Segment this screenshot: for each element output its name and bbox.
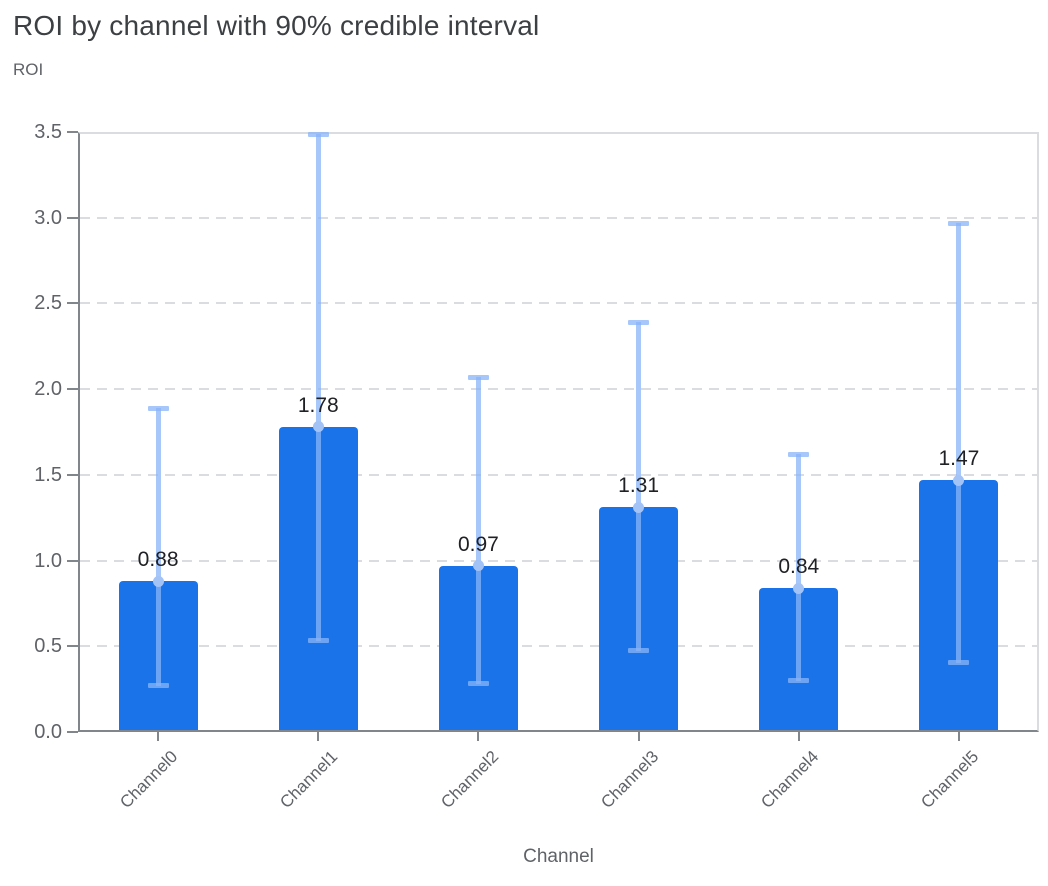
gridline	[80, 645, 1037, 648]
error-bar-line	[315, 133, 321, 642]
error-bar-line	[155, 408, 161, 686]
y-tick-mark	[67, 131, 78, 133]
error-bar-cap-upper	[948, 220, 970, 226]
x-tick-label-channel5: Channel5	[917, 747, 983, 812]
x-tick-label-channel2: Channel2	[436, 747, 502, 812]
bar-value-label: 0.84	[778, 555, 820, 578]
chart-title: ROI by channel with 90% credible interva…	[13, 10, 540, 41]
error-bar-cap-upper	[628, 320, 650, 326]
y-tick-mark	[67, 559, 78, 562]
bar-value-label: 1.31	[618, 474, 660, 498]
x-tick-label-channel0: Channel0	[116, 747, 182, 812]
error-bar-cap-lower	[788, 677, 810, 683]
mean-dot	[312, 421, 324, 433]
y-tick-mark	[67, 216, 78, 219]
y-tick-label: 1.0	[34, 549, 62, 572]
y-tick-label: 2.0	[34, 378, 62, 401]
error-bar-line	[796, 454, 802, 681]
error-bar-cap-lower	[628, 648, 650, 654]
x-tick-mark	[477, 732, 480, 741]
y-tick-label: 2.5	[34, 292, 62, 315]
error-bar-cap-upper	[788, 452, 810, 458]
x-tick-mark	[317, 732, 320, 741]
bar-value-label: 0.97	[457, 532, 499, 556]
y-tick-label: 3.5	[34, 121, 62, 143]
x-tick-mark	[637, 732, 640, 741]
plot-area	[78, 132, 1039, 732]
gridline	[80, 388, 1037, 391]
mean-dot	[152, 575, 164, 587]
error-bar-cap-upper	[467, 375, 489, 381]
bar-value-label: 1.78	[297, 393, 339, 417]
error-bar-cap-upper	[307, 131, 329, 137]
error-bar-line	[956, 222, 962, 664]
y-tick-mark	[67, 731, 78, 733]
x-axis-title: Channel	[523, 846, 594, 867]
bar-value-label: 0.88	[137, 548, 179, 572]
mean-dot	[953, 474, 965, 486]
error-bar-line	[475, 377, 481, 684]
error-bar-cap-upper	[147, 406, 169, 411]
gridline	[80, 302, 1037, 305]
gridline	[80, 559, 1037, 562]
mean-dot	[793, 582, 805, 594]
y-axis-title: ROI	[13, 60, 44, 79]
y-tick-mark	[67, 388, 78, 391]
y-tick-mark	[67, 302, 78, 305]
x-tick-label-channel3: Channel3	[597, 747, 663, 812]
mean-dot	[472, 560, 484, 572]
bar-value-label: 1.47	[938, 447, 980, 470]
y-tick-label: 3.0	[34, 206, 62, 229]
error-bar-cap-lower	[307, 638, 329, 644]
gridline	[80, 216, 1037, 219]
y-tick-mark	[67, 473, 78, 476]
x-tick-mark	[157, 732, 160, 741]
error-bar-line	[636, 322, 642, 652]
error-bar-cap-lower	[948, 660, 970, 666]
error-bar-cap-lower	[147, 682, 169, 688]
error-bar-cap-lower	[467, 681, 489, 686]
x-tick-mark	[797, 732, 800, 741]
gridline	[80, 473, 1037, 476]
x-tick-label-channel4: Channel4	[757, 747, 823, 812]
x-tick-label-channel1: Channel1	[276, 747, 342, 812]
y-tick-label: 0.0	[34, 721, 62, 743]
y-tick-label: 1.5	[34, 463, 62, 486]
y-tick-mark	[67, 645, 78, 648]
mean-dot	[633, 501, 645, 513]
x-tick-mark	[957, 732, 960, 741]
y-tick-label: 0.5	[34, 635, 62, 658]
